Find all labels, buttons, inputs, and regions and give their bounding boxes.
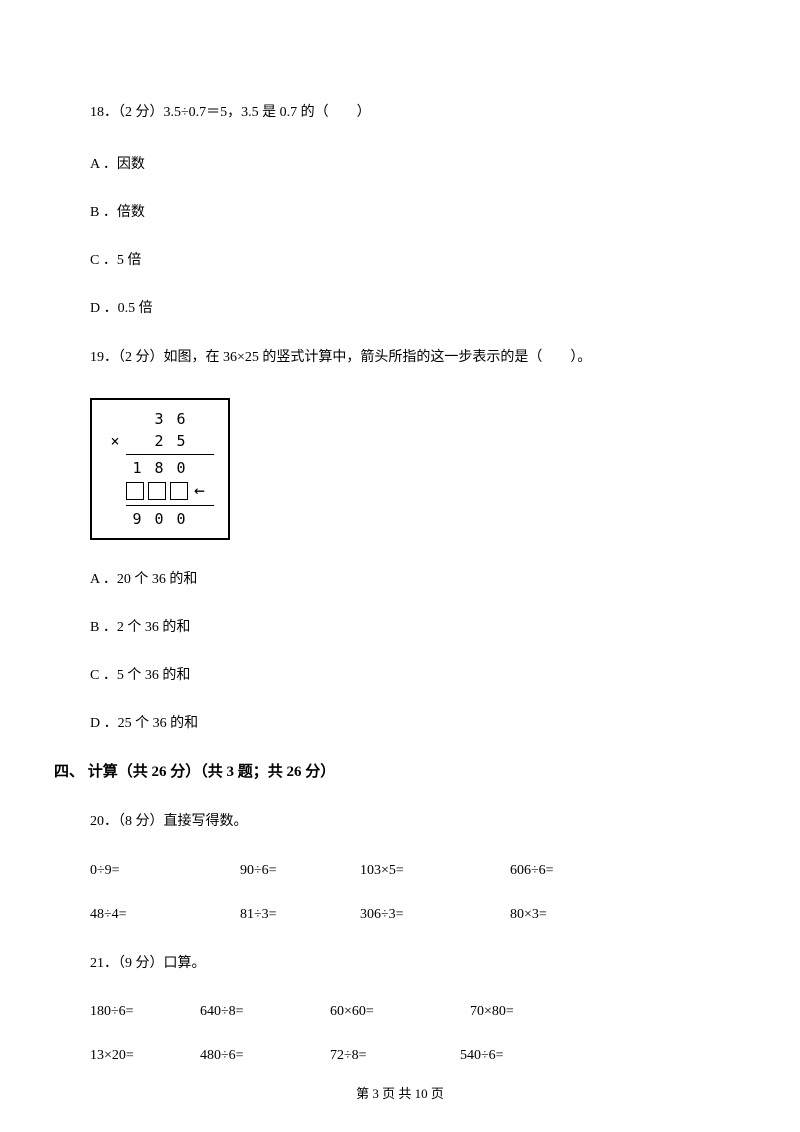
q19-option-c: C ．5 个 36 的和 (90, 664, 710, 684)
question-19: 19．（2 分）如图，在 36×25 的竖式计算中，箭头所指的这一步表示的是（ … (90, 345, 710, 370)
page-footer: 第 3 页 共 10 页 (0, 1083, 800, 1102)
question-21: 21．（9 分）口算。 (90, 951, 710, 976)
q18-option-a: A ．因数 (90, 153, 710, 173)
q18-option-c: C ．5 倍 (90, 249, 710, 269)
q21-row1: 180÷6= 640÷8= 60×60= 70×80= (90, 1004, 710, 1020)
arrow-icon: ← (194, 482, 205, 500)
q19-option-d: D ．25 个 36 的和 (90, 712, 710, 732)
q20-row1: 0÷9= 90÷6= 103×5= 606÷6= (90, 863, 710, 879)
q18-option-d: D ．0.5 倍 (90, 297, 710, 317)
q20-row2: 48÷4= 81÷3= 306÷3= 80×3= (90, 907, 710, 923)
question-18: 18．（2 分）3.5÷0.7＝5，3.5 是 0.7 的（ ） (90, 100, 710, 125)
q21-row2: 13×20= 480÷6= 72÷8= 540÷6= (90, 1048, 710, 1064)
section-4-header: 四、 计算（共 26 分）（共 3 题；共 26 分） (54, 760, 710, 781)
answer-box (170, 482, 188, 500)
q19-option-a: A ．20 个 36 的和 (90, 568, 710, 588)
answer-box (148, 482, 166, 500)
q18-option-b: B ．倍数 (90, 201, 710, 221)
multiplication-diagram: 3 6 × 2 5 1 8 0 ← 9 0 0 (90, 398, 230, 540)
q19-option-b: B ．2 个 36 的和 (90, 616, 710, 636)
answer-box (126, 482, 144, 500)
question-20: 20．（8 分）直接写得数。 (90, 809, 710, 834)
